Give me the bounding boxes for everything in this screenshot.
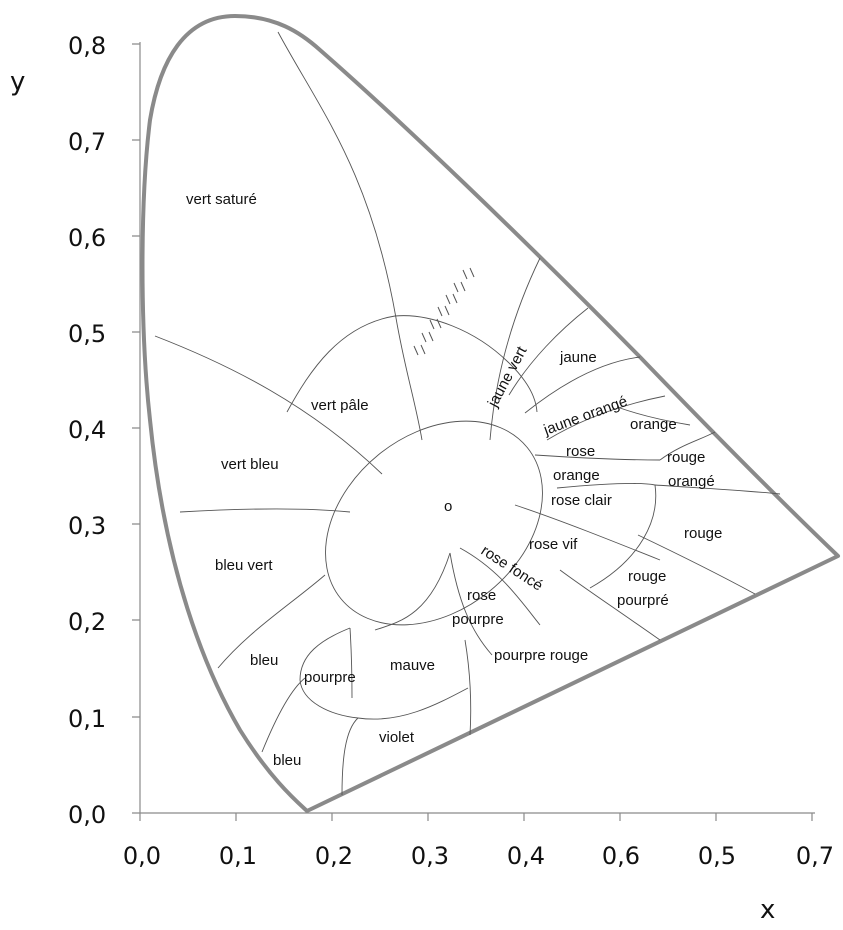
jaune-orange-divider bbox=[546, 395, 666, 441]
region-label: bleu vert bbox=[215, 557, 273, 574]
purple-boundary bbox=[299, 627, 469, 720]
blue-divider bbox=[217, 574, 326, 669]
region-label: rouge bbox=[684, 525, 722, 542]
x-tick-label: 0,4 bbox=[507, 842, 545, 870]
rose-pourpre-divider bbox=[449, 552, 493, 656]
region-label: bleu bbox=[273, 752, 301, 769]
rouge-orange-divider bbox=[654, 484, 781, 495]
region-labels: vert saturé vert pâle vert bleu bleu ver… bbox=[186, 191, 722, 769]
y-tick-label: 0,5 bbox=[68, 320, 106, 348]
pale-green-boundary bbox=[286, 315, 538, 413]
y-tick-labels: 0,0 0,1 0,2 0,3 0,4 0,5 0,6 0,7 0,8 bbox=[68, 32, 106, 829]
mauve-top-divider bbox=[374, 552, 451, 631]
region-label: orangé bbox=[668, 473, 715, 490]
y-tick-label: 0,2 bbox=[68, 608, 106, 636]
y-axis-title: y bbox=[10, 67, 25, 97]
x-tick-label: 0,5 bbox=[698, 842, 736, 870]
jaune-divider bbox=[524, 356, 641, 414]
region-label: jaune vert bbox=[484, 343, 531, 411]
jaune-vert-divider bbox=[508, 307, 589, 396]
orange-divider bbox=[659, 431, 716, 461]
x-tick-label: 0,0 bbox=[123, 842, 161, 870]
x-tick-label: 0,3 bbox=[411, 842, 449, 870]
region-label: mauve bbox=[390, 657, 435, 674]
region-label: orange bbox=[553, 467, 600, 484]
dash-marks bbox=[413, 267, 475, 356]
y-tick-label: 0,6 bbox=[68, 224, 106, 252]
saturated-green-divider bbox=[277, 31, 423, 441]
rose-fonce-divider bbox=[459, 547, 541, 626]
region-label: pourpré bbox=[617, 592, 669, 609]
x-axis-title: x bbox=[760, 895, 775, 925]
y-tick-label: 0,1 bbox=[68, 705, 106, 733]
white-region-boundary bbox=[325, 420, 543, 626]
violet-divider bbox=[341, 717, 359, 796]
y-tick-label: 0,4 bbox=[68, 416, 106, 444]
green-blue-divider bbox=[154, 335, 383, 475]
mauve-divider bbox=[464, 639, 472, 736]
jaune-vert-left-divider bbox=[489, 257, 541, 441]
region-label: rose clair bbox=[551, 492, 612, 509]
blue-green-divider bbox=[179, 508, 351, 513]
rose-vif-divider bbox=[514, 504, 661, 561]
region-label: rose bbox=[467, 587, 496, 604]
y-tick-label: 0,0 bbox=[68, 801, 106, 829]
x-tick-labels: 0,0 0,1 0,2 0,3 0,4 0,6 0,5 0,7 bbox=[123, 842, 834, 870]
region-label: pourpre bbox=[304, 669, 356, 686]
bleu-divider bbox=[261, 677, 306, 753]
x-tick-label: 0,7 bbox=[796, 842, 834, 870]
rouge-divider bbox=[637, 534, 756, 595]
axes bbox=[132, 42, 815, 821]
x-axis-ticks bbox=[139, 813, 813, 821]
region-label: orange bbox=[630, 416, 677, 433]
region-label: vert pâle bbox=[311, 397, 369, 414]
region-label: violet bbox=[379, 729, 415, 746]
region-label: rose vif bbox=[529, 536, 578, 553]
region-label: pourpre rouge bbox=[494, 647, 588, 664]
region-label: vert bleu bbox=[221, 456, 279, 473]
region-label: rouge bbox=[667, 449, 705, 466]
y-tick-label: 0,8 bbox=[68, 32, 106, 60]
spectral-locus bbox=[140, 14, 840, 813]
region-label: pourpre bbox=[452, 611, 504, 628]
x-tick-label: 0,2 bbox=[315, 842, 353, 870]
x-tick-label: 0,6 bbox=[602, 842, 640, 870]
region-label: jaune orangé bbox=[541, 393, 630, 439]
y-axis-ticks bbox=[132, 43, 140, 814]
orange-top-divider bbox=[619, 407, 691, 426]
white-point-marker: o bbox=[444, 498, 452, 515]
region-label: vert saturé bbox=[186, 191, 257, 208]
violet-mauve-divider bbox=[349, 627, 353, 699]
region-label: bleu bbox=[250, 652, 278, 669]
y-tick-label: 0,7 bbox=[68, 128, 106, 156]
region-label: rose bbox=[566, 443, 595, 460]
x-tick-label: 0,1 bbox=[219, 842, 257, 870]
region-boundaries bbox=[154, 31, 781, 796]
rouge-pourpre-divider bbox=[559, 569, 661, 641]
region-label: jaune bbox=[559, 349, 597, 366]
y-tick-label: 0,3 bbox=[68, 512, 106, 540]
region-label: rouge bbox=[628, 568, 666, 585]
rose-clair-divider bbox=[534, 454, 661, 461]
